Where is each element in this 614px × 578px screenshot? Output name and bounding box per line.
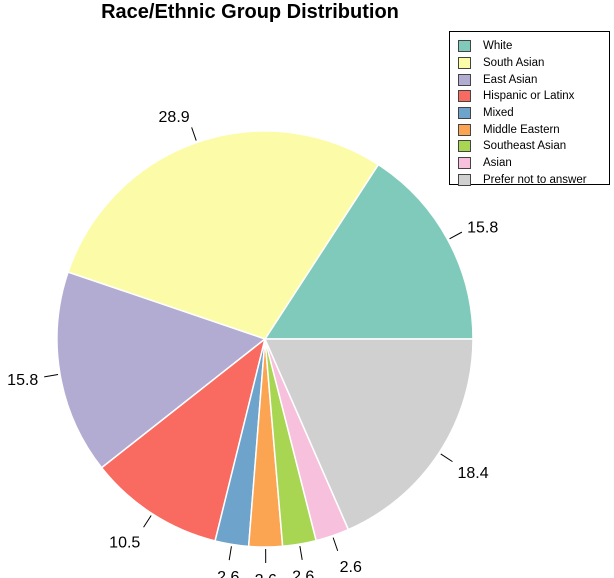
data-label-middle-eastern: 2.6: [255, 572, 277, 578]
pie-slice-prefer-not-to-answer: [263, 338, 474, 531]
data-label-mixed: 2.6: [217, 569, 239, 578]
leader-line-mixed: [228, 546, 232, 561]
leader-line-white: [449, 231, 463, 240]
legend-label: Hispanic or Latinx: [483, 90, 575, 103]
legend-label: East Asian: [483, 73, 538, 86]
legend-item-southeast-asian: Southeast Asian: [458, 138, 609, 155]
leader-line-east-asian: [44, 374, 59, 378]
legend-item-prefer-not-to-answer: Prefer not to answer: [458, 172, 609, 189]
legend-swatch: [458, 140, 471, 153]
legend-item-mixed: Mixed: [458, 105, 609, 122]
legend-swatch: [458, 57, 471, 70]
legend: White South Asian East Asian Hispanic or La…: [449, 31, 610, 186]
legend-label: Asian: [483, 157, 512, 170]
legend-label: White: [483, 40, 513, 53]
legend-item-white: White: [458, 38, 609, 55]
legend-swatch: [458, 73, 471, 86]
legend-label: Prefer not to answer: [483, 173, 587, 186]
legend-label: Middle Eastern: [483, 123, 560, 136]
leader-lines: [44, 127, 463, 564]
data-label-east-asian: 15.8: [7, 372, 38, 389]
legend-label: South Asian: [483, 57, 545, 70]
legend-item-south-asian: South Asian: [458, 55, 609, 72]
leader-line-asian: [332, 537, 339, 552]
pie-slice-hispanic-or-latinx: [100, 337, 267, 542]
leader-line-hispanic-or-latinx: [143, 515, 152, 528]
legend-swatch: [458, 107, 471, 120]
leader-line-southeast-asian: [299, 546, 303, 560]
pie-slice-south-asian: [67, 130, 380, 340]
chart-title: Race/Ethnic Group Distribution: [101, 1, 399, 23]
data-label-white: 15.8: [467, 219, 498, 236]
legend-swatch: [458, 123, 471, 136]
data-label-southeast-asian: 2.6: [292, 569, 314, 578]
leader-line-prefer-not-to-answer: [440, 453, 453, 463]
legend-item-middle-eastern: Middle Eastern: [458, 121, 609, 138]
legend-swatch: [458, 157, 471, 170]
pie-slice-white: [263, 163, 474, 340]
legend-swatch: [458, 40, 471, 53]
leader-line-south-asian: [191, 127, 197, 141]
pie-slices: [56, 130, 474, 548]
data-labels: 15.8 28.9 15.8 10.5 2.6 2.6 2.6 2.6 18.4: [7, 109, 498, 578]
legend-item-east-asian: East Asian: [458, 71, 609, 88]
pie-slice-east-asian: [56, 271, 267, 469]
data-label-hispanic-or-latinx: 10.5: [109, 534, 140, 551]
legend-item-asian: Asian: [458, 155, 609, 172]
legend-swatch: [458, 90, 471, 103]
legend-label: Mixed: [483, 107, 514, 120]
legend-item-hispanic-or-latinx: Hispanic or Latinx: [458, 88, 609, 105]
legend-label: Southeast Asian: [483, 140, 567, 153]
legend-swatch: [458, 173, 471, 186]
data-label-prefer-not-to-answer: 18.4: [457, 465, 488, 482]
data-label-asian: 2.6: [340, 559, 362, 576]
data-label-south-asian: 28.9: [159, 109, 190, 126]
